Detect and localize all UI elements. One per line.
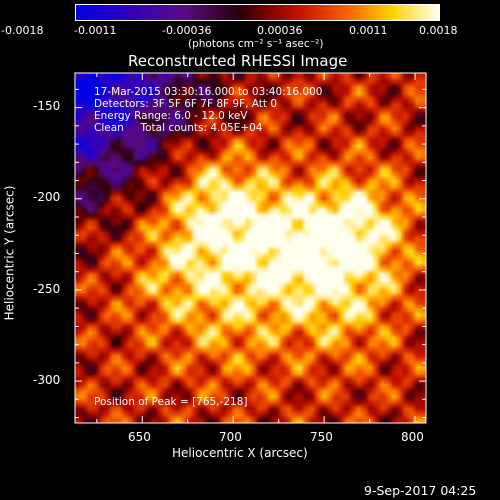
x-tick-label: 700: [219, 430, 242, 444]
colorbar: [75, 4, 440, 21]
y-tick-label: -200: [33, 190, 61, 204]
colorbar-tick-label: -0.0011: [74, 24, 117, 37]
y-axis-label: Heliocentric Y (arcsec): [2, 185, 17, 321]
y-tick-label: -150: [33, 99, 61, 113]
plot-frame: [74, 72, 427, 424]
chart-title: Reconstructed RHESSI Image: [128, 52, 348, 70]
colorbar-tick-label: 0.0018: [419, 24, 458, 37]
annotation-time: 17-Mar-2015 03:30:16.000 to 03:40:16.000: [94, 86, 323, 98]
x-tick-label: 800: [401, 430, 424, 444]
y-tick-label: -300: [33, 373, 61, 387]
x-tick-label: 750: [310, 430, 333, 444]
colorbar-tick-label: 0.0011: [349, 24, 388, 37]
colorbar-tick-label: 0.00036: [257, 24, 303, 37]
heatmap-image: [75, 73, 426, 423]
footer-date: 9-Sep-2017 04:25: [364, 483, 477, 498]
annotation-counts: Clean Total counts: 4.05E+04: [94, 122, 263, 134]
colorbar-tick-label: -0.0018: [1, 24, 44, 37]
y-tick-label: -250: [33, 282, 61, 296]
x-axis-label: Heliocentric X (arcsec): [172, 446, 308, 460]
peak-position-label: Position of Peak = [765,-218]: [94, 396, 248, 408]
annotation-detectors: Detectors: 3F 5F 6F 7F 8F 9F, Att 0: [94, 98, 278, 110]
annotation-energy: Energy Range: 6.0 - 12.0 keV: [94, 110, 248, 122]
colorbar-units: (photons cm⁻² s⁻¹ asec⁻²): [188, 38, 324, 50]
x-tick-label: 650: [128, 430, 151, 444]
colorbar-tick-label: -0.00036: [162, 24, 212, 37]
axis-ticks: [75, 73, 426, 423]
